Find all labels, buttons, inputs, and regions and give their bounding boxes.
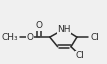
Text: Cl: Cl bbox=[91, 33, 100, 42]
Text: O: O bbox=[27, 33, 33, 42]
Text: CH₃: CH₃ bbox=[2, 33, 18, 42]
Text: NH: NH bbox=[57, 25, 71, 34]
Text: Cl: Cl bbox=[76, 51, 85, 60]
Text: O: O bbox=[36, 21, 43, 30]
